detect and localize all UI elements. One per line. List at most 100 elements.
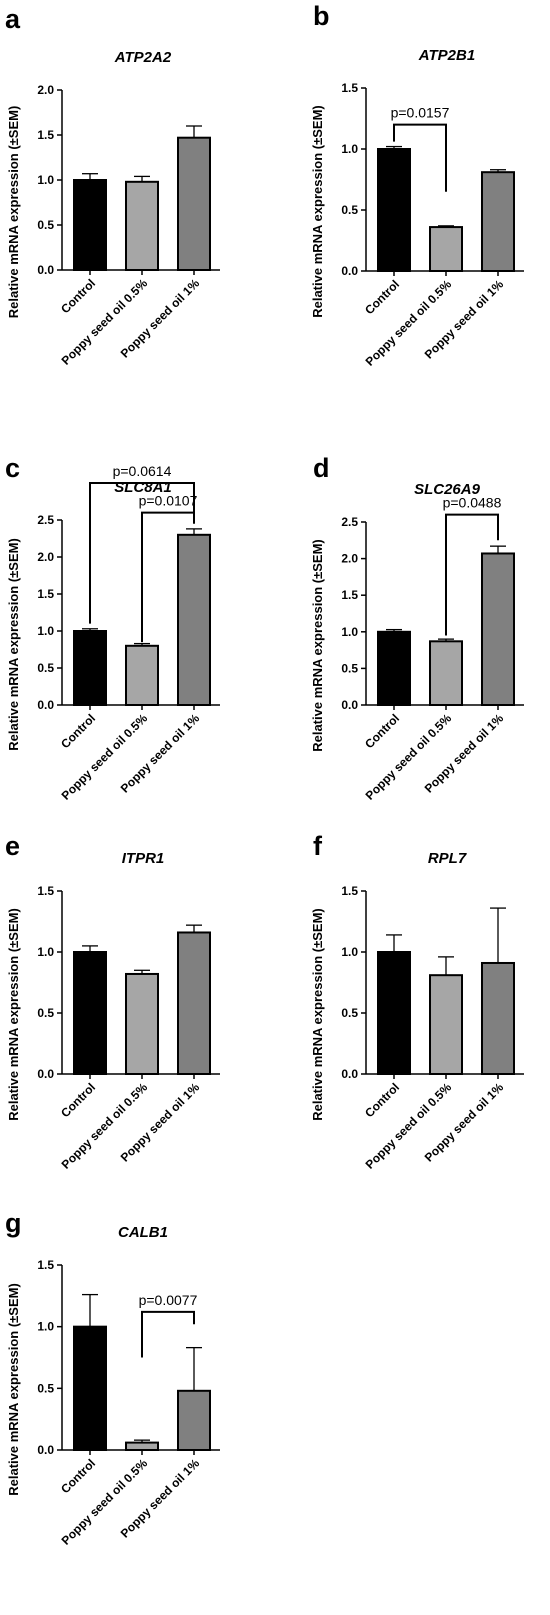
y-tick-label: 0.5 — [341, 203, 358, 217]
p-value-label: p=0.0488 — [443, 495, 502, 511]
y-tick-label: 1.5 — [341, 884, 358, 898]
y-tick-label: 1.5 — [341, 81, 358, 95]
significance-bracket — [141, 511, 195, 643]
x-tick-label: Poppy seed oil 0.5% — [59, 711, 151, 803]
bar — [177, 533, 211, 706]
x-tick-label: Control — [362, 1080, 402, 1120]
y-axis-label: Relative mRNA expression (±SEM) — [310, 908, 325, 1121]
bar — [377, 148, 411, 272]
p-value-label: p=0.0157 — [391, 105, 450, 121]
y-tick-label: 0.5 — [37, 661, 54, 675]
bar — [481, 552, 515, 707]
y-tick-label: 1.5 — [37, 128, 54, 142]
bar — [481, 961, 515, 1075]
p-value-label: p=0.0077 — [139, 1292, 198, 1308]
bar — [125, 644, 159, 706]
y-tick-label: 2.0 — [37, 83, 54, 97]
y-tick-label: 0.0 — [37, 1067, 54, 1081]
x-tick-label: Poppy seed oil 0.5% — [59, 1456, 151, 1548]
bar — [73, 630, 107, 706]
p-value-label: p=0.0107 — [139, 493, 198, 509]
y-tick-label: 0.5 — [37, 1006, 54, 1020]
significance-bracket — [445, 513, 499, 636]
y-tick-label: 0.0 — [37, 1443, 54, 1457]
x-tick-label: Control — [58, 1456, 98, 1496]
y-tick-label: 2.5 — [37, 513, 54, 527]
bar — [125, 180, 159, 271]
y-axis-label: Relative mRNA expression (±SEM) — [6, 106, 21, 319]
y-tick-label: 2.0 — [341, 552, 358, 566]
y-tick-label: 0.0 — [341, 264, 358, 278]
bar — [429, 226, 463, 272]
y-tick-label: 1.0 — [341, 142, 358, 156]
y-tick-label: 1.5 — [37, 884, 54, 898]
y-tick-label: 0.5 — [37, 1381, 54, 1395]
y-tick-label: 1.0 — [37, 624, 54, 638]
x-tick-label: Poppy seed oil 0.5% — [363, 1080, 455, 1172]
bar — [125, 972, 159, 1076]
y-axis-label: Relative mRNA expression (±SEM) — [6, 1283, 21, 1496]
x-tick-label: Control — [58, 711, 98, 751]
x-tick-label: Poppy seed oil 0.5% — [363, 711, 455, 803]
bar — [73, 179, 107, 271]
y-tick-label: 1.5 — [341, 588, 358, 602]
p-value-label: p=0.0614 — [113, 463, 172, 479]
panel-title: RPL7 — [428, 850, 467, 867]
y-axis-label: Relative mRNA expression (±SEM) — [6, 538, 21, 751]
significance-bracket — [393, 123, 447, 192]
bar — [177, 136, 211, 271]
panel-title: ATP2B1 — [418, 47, 475, 64]
y-tick-label: 0.5 — [341, 1006, 358, 1020]
y-tick-label: 0.0 — [341, 698, 358, 712]
x-tick-label: Poppy seed oil 0.5% — [59, 276, 151, 368]
y-tick-label: 1.0 — [37, 173, 54, 187]
panel-title: ITPR1 — [122, 850, 165, 867]
y-tick-label: 0.0 — [37, 263, 54, 277]
x-tick-label: Control — [362, 277, 402, 317]
y-tick-label: 0.5 — [341, 661, 358, 675]
x-tick-label: Control — [58, 276, 98, 316]
y-tick-label: 2.5 — [341, 515, 358, 529]
x-tick-label: Poppy seed oil 0.5% — [59, 1080, 151, 1172]
bar — [73, 951, 107, 1075]
panel-letter: g — [5, 1208, 22, 1238]
y-tick-label: 0.5 — [37, 218, 54, 232]
bar — [377, 951, 411, 1075]
y-tick-label: 2.0 — [37, 550, 54, 564]
y-tick-label: 1.0 — [341, 625, 358, 639]
bar — [481, 171, 515, 272]
panel-title: ATP2A2 — [114, 49, 172, 66]
panel-letter: d — [313, 453, 330, 483]
panel-letter: a — [5, 4, 21, 34]
panel-title: CALB1 — [118, 1224, 168, 1241]
bar — [177, 1389, 211, 1452]
x-tick-label: Poppy seed oil 0.5% — [363, 277, 455, 369]
bar — [429, 640, 463, 706]
y-tick-label: 1.5 — [37, 1258, 54, 1272]
y-axis-label: Relative mRNA expression (±SEM) — [310, 539, 325, 752]
y-axis-label: Relative mRNA expression (±SEM) — [310, 105, 325, 318]
bar — [377, 630, 411, 706]
significance-bracket — [141, 1310, 195, 1358]
y-axis-label: Relative mRNA expression (±SEM) — [6, 908, 21, 1121]
bar — [73, 1325, 107, 1451]
x-tick-label: Control — [58, 1080, 98, 1120]
x-tick-label: Control — [362, 711, 402, 751]
panel-title: SLC26A9 — [414, 481, 481, 498]
y-tick-label: 1.5 — [37, 587, 54, 601]
y-tick-label: 1.0 — [341, 945, 358, 959]
panel-letter: c — [5, 453, 20, 483]
y-tick-label: 1.0 — [37, 1320, 54, 1334]
panel-letter: f — [313, 831, 323, 861]
significance-bracket — [89, 482, 195, 624]
y-tick-label: 1.0 — [37, 945, 54, 959]
bar — [125, 1441, 159, 1451]
bar — [177, 931, 211, 1075]
bar — [429, 974, 463, 1075]
y-tick-label: 0.0 — [341, 1067, 358, 1081]
y-tick-label: 0.0 — [37, 698, 54, 712]
panel-letter: b — [313, 1, 330, 31]
panel-letter: e — [5, 831, 20, 861]
